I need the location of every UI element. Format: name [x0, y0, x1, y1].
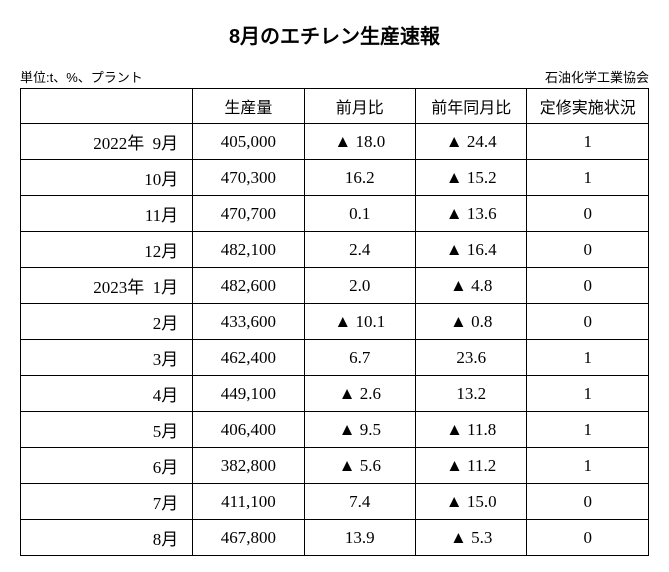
cell-yoy: ▲ 4.8: [416, 268, 527, 304]
cell-yoy: 13.2: [416, 376, 527, 412]
col-production: 生産量: [193, 89, 304, 124]
cell-mom: ▲ 2.6: [304, 376, 415, 412]
cell-production: 449,100: [193, 376, 304, 412]
cell-yoy: ▲ 5.3: [416, 520, 527, 556]
cell-production: 406,400: [193, 412, 304, 448]
table-row: 4月449,100▲ 2.613.21: [21, 376, 649, 412]
cell-status: 1: [527, 448, 649, 484]
cell-mom: 16.2: [304, 160, 415, 196]
cell-mom: ▲ 10.1: [304, 304, 415, 340]
cell-yoy: ▲ 15.0: [416, 484, 527, 520]
col-period: [21, 89, 193, 124]
production-table: 生産量 前月比 前年同月比 定修実施状況 2022年 9月405,000▲ 18…: [20, 88, 649, 556]
cell-production: 470,300: [193, 160, 304, 196]
cell-mom: 0.1: [304, 196, 415, 232]
cell-yoy: ▲ 0.8: [416, 304, 527, 340]
cell-production: 482,100: [193, 232, 304, 268]
cell-status: 1: [527, 124, 649, 160]
cell-yoy: ▲ 24.4: [416, 124, 527, 160]
cell-production: 482,600: [193, 268, 304, 304]
cell-status: 0: [527, 268, 649, 304]
cell-period: 11月: [21, 196, 193, 232]
col-mom: 前月比: [304, 89, 415, 124]
cell-production: 462,400: [193, 340, 304, 376]
cell-production: 433,600: [193, 304, 304, 340]
cell-status: 0: [527, 232, 649, 268]
cell-yoy: ▲ 13.6: [416, 196, 527, 232]
cell-period: 2022年 9月: [21, 124, 193, 160]
table-row: 2022年 9月405,000▲ 18.0▲ 24.41: [21, 124, 649, 160]
cell-period: 2023年 1月: [21, 268, 193, 304]
col-status: 定修実施状況: [527, 89, 649, 124]
col-yoy: 前年同月比: [416, 89, 527, 124]
cell-mom: 2.0: [304, 268, 415, 304]
cell-period: 6月: [21, 448, 193, 484]
cell-production: 405,000: [193, 124, 304, 160]
cell-status: 0: [527, 196, 649, 232]
table-row: 5月406,400▲ 9.5▲ 11.81: [21, 412, 649, 448]
cell-mom: ▲ 5.6: [304, 448, 415, 484]
table-header-row: 生産量 前月比 前年同月比 定修実施状況: [21, 89, 649, 124]
cell-period: 7月: [21, 484, 193, 520]
cell-mom: 2.4: [304, 232, 415, 268]
cell-yoy: ▲ 11.2: [416, 448, 527, 484]
cell-period: 12月: [21, 232, 193, 268]
page-title: 8月のエチレン生産速報: [20, 20, 649, 49]
cell-status: 1: [527, 412, 649, 448]
table-row: 8月467,80013.9▲ 5.30: [21, 520, 649, 556]
cell-production: 382,800: [193, 448, 304, 484]
table-row: 11月470,7000.1▲ 13.60: [21, 196, 649, 232]
table-row: 10月470,30016.2▲ 15.21: [21, 160, 649, 196]
cell-yoy: ▲ 16.4: [416, 232, 527, 268]
cell-mom: 6.7: [304, 340, 415, 376]
table-row: 2023年 1月482,6002.0▲ 4.80: [21, 268, 649, 304]
cell-status: 0: [527, 304, 649, 340]
cell-period: 5月: [21, 412, 193, 448]
table-row: 12月482,1002.4▲ 16.40: [21, 232, 649, 268]
cell-production: 467,800: [193, 520, 304, 556]
cell-mom: ▲ 9.5: [304, 412, 415, 448]
cell-period: 10月: [21, 160, 193, 196]
table-row: 6月382,800▲ 5.6▲ 11.21: [21, 448, 649, 484]
cell-yoy: ▲ 11.8: [416, 412, 527, 448]
table-row: 2月433,600▲ 10.1▲ 0.80: [21, 304, 649, 340]
unit-label: 単位:t、%、プラント: [20, 67, 143, 86]
cell-yoy: 23.6: [416, 340, 527, 376]
cell-status: 1: [527, 160, 649, 196]
cell-yoy: ▲ 15.2: [416, 160, 527, 196]
cell-production: 470,700: [193, 196, 304, 232]
cell-mom: 7.4: [304, 484, 415, 520]
cell-period: 4月: [21, 376, 193, 412]
source-label: 石油化学工業協会: [545, 67, 649, 86]
cell-status: 1: [527, 340, 649, 376]
cell-status: 0: [527, 520, 649, 556]
cell-mom: 13.9: [304, 520, 415, 556]
cell-period: 2月: [21, 304, 193, 340]
cell-period: 3月: [21, 340, 193, 376]
cell-mom: ▲ 18.0: [304, 124, 415, 160]
table-row: 7月411,1007.4▲ 15.00: [21, 484, 649, 520]
cell-production: 411,100: [193, 484, 304, 520]
cell-period: 8月: [21, 520, 193, 556]
cell-status: 0: [527, 484, 649, 520]
meta-row: 単位:t、%、プラント 石油化学工業協会: [20, 67, 649, 86]
table-row: 3月462,4006.723.61: [21, 340, 649, 376]
cell-status: 1: [527, 376, 649, 412]
